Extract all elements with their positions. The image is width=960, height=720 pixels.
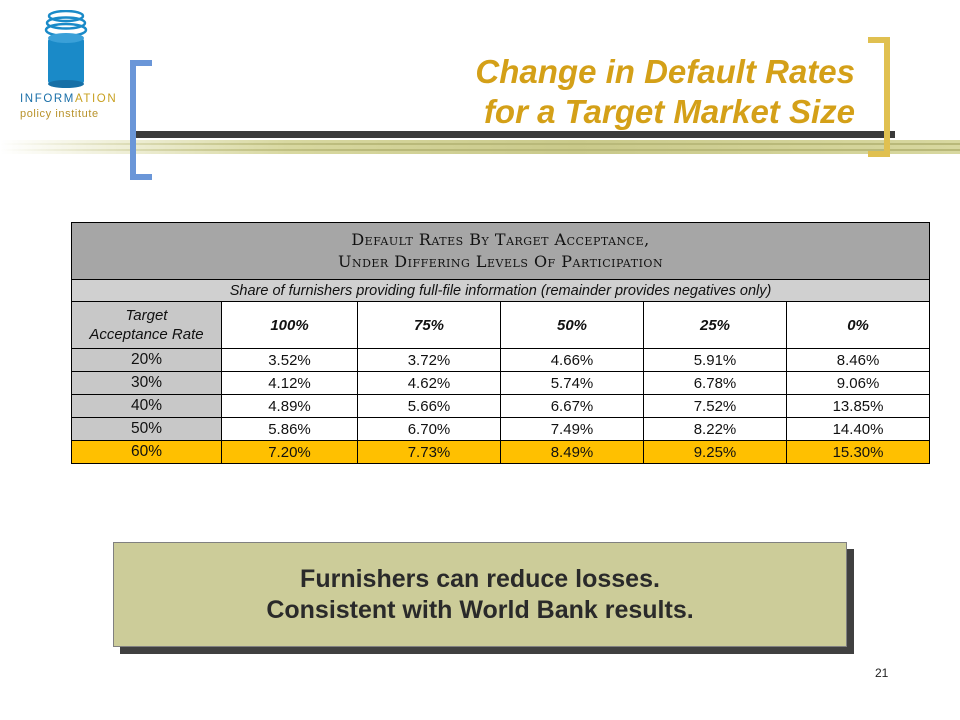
table-title-line1: Default Rates By Target Acceptance, — [351, 230, 650, 249]
table-column-headers: Target Acceptance Rate 100% 75% 50% 25% … — [71, 301, 931, 349]
table-row: 50% 5.86% 6.70% 7.49% 8.22% 14.40% — [71, 417, 931, 441]
table-cell: 7.52% — [643, 394, 787, 418]
logo-wordmark: INFORMATION — [20, 93, 118, 105]
table-cell: 4.62% — [357, 371, 501, 395]
table-cell: 5.74% — [500, 371, 644, 395]
left-bracket-decoration — [130, 60, 152, 180]
logo-tagline: policy institute — [20, 108, 99, 120]
table-cell: 4.12% — [221, 371, 358, 395]
row-label: 60% — [71, 440, 222, 464]
row-label: 50% — [71, 417, 222, 441]
table-title-line2: Under Differing Levels Of Participation — [337, 252, 664, 271]
table-cell: 6.67% — [500, 394, 644, 418]
table-cell: 7.49% — [500, 417, 644, 441]
page-number: 21 — [875, 666, 889, 680]
column-header: 75% — [357, 301, 501, 349]
column-header: 100% — [221, 301, 358, 349]
table-cell: 6.70% — [357, 417, 501, 441]
column-header: 0% — [785, 301, 931, 349]
table-cell: 5.86% — [221, 417, 358, 441]
table-row: 30% 4.12% 4.62% 5.74% 6.78% 9.06% — [71, 371, 931, 395]
callout-line1: Furnishers can reduce losses. — [300, 564, 660, 593]
column-header: 25% — [643, 301, 787, 349]
table-cell: 15.30% — [785, 440, 931, 464]
table-cell: 8.49% — [500, 440, 644, 464]
table-cell: 13.85% — [785, 394, 931, 418]
table-cell: 4.89% — [221, 394, 358, 418]
table-row: 40% 4.89% 5.66% 6.67% 7.52% 13.85% — [71, 394, 931, 418]
slide-title-line1: Change in Default Rates — [475, 53, 855, 90]
table-cell: 6.78% — [643, 371, 787, 395]
logo: INFORMATION policy institute — [16, 10, 126, 120]
callout-line2: Consistent with World Bank results. — [266, 595, 694, 624]
stacked-cylinder-icon — [44, 10, 88, 88]
row-label: 20% — [71, 348, 222, 372]
table-cell: 4.66% — [500, 348, 644, 372]
table-cell: 3.52% — [221, 348, 358, 372]
table-row-highlighted: 60% 7.20% 7.73% 8.49% 9.25% 15.30% — [71, 440, 931, 464]
table-cell: 8.22% — [643, 417, 787, 441]
table-cell: 3.72% — [357, 348, 501, 372]
table-cell: 9.06% — [785, 371, 931, 395]
table-subtitle: Share of furnishers providing full-file … — [70, 279, 931, 302]
table-cell: 7.20% — [221, 440, 358, 464]
table-cell: 5.91% — [643, 348, 787, 372]
callout-box: Furnishers can reduce losses. Consistent… — [113, 542, 847, 647]
default-rates-table: Default Rates By Target Acceptance, Unde… — [70, 222, 931, 464]
row-label: 30% — [71, 371, 222, 395]
slide-title-line2: for a Target Market Size — [483, 93, 855, 130]
decorative-stripes — [0, 140, 960, 154]
row-header-label: Target Acceptance Rate — [71, 301, 222, 349]
column-header: 50% — [500, 301, 644, 349]
table-cell: 7.73% — [357, 440, 501, 464]
table-cell: 8.46% — [785, 348, 931, 372]
slide-title: Change in Default Rates for a Target Mar… — [475, 52, 855, 132]
table-cell: 5.66% — [357, 394, 501, 418]
row-label: 40% — [71, 394, 222, 418]
title-underline — [135, 131, 895, 138]
table-title: Default Rates By Target Acceptance, Unde… — [70, 222, 931, 280]
table-cell: 14.40% — [785, 417, 931, 441]
table-cell: 9.25% — [643, 440, 787, 464]
table-row: 20% 3.52% 3.72% 4.66% 5.91% 8.46% — [71, 348, 931, 372]
right-bracket-decoration — [868, 37, 890, 157]
